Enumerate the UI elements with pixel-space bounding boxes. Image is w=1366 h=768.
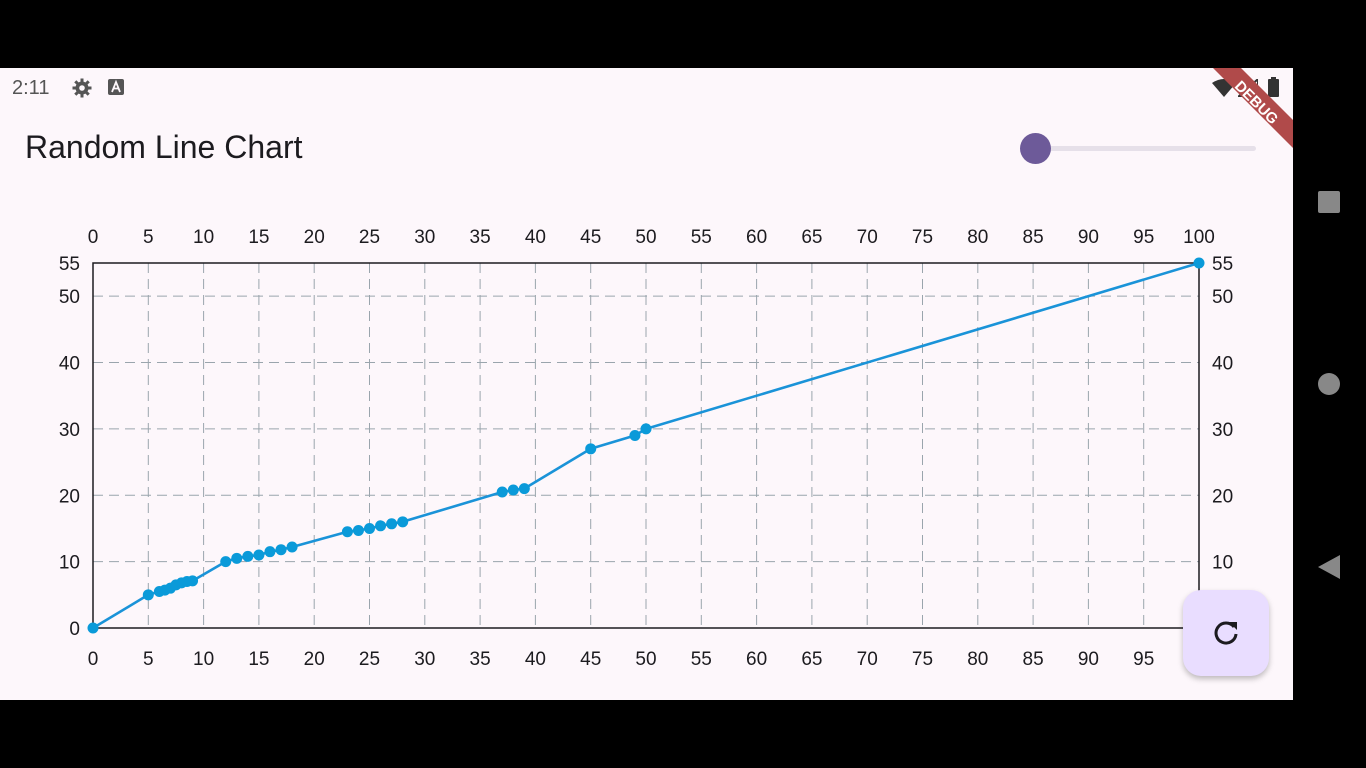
data-point	[264, 546, 276, 558]
data-point	[1193, 257, 1205, 269]
x-tick-label-top: 60	[746, 227, 767, 248]
x-tick-label-top: 80	[967, 227, 988, 248]
y-tick-label-right: 10	[1212, 553, 1233, 574]
x-tick-label-top: 0	[88, 227, 99, 248]
data-point	[518, 483, 530, 495]
x-tick-label-top: 75	[912, 227, 933, 248]
refresh-icon	[1214, 621, 1238, 645]
y-tick-label-right: 50	[1212, 287, 1233, 308]
back-triangle-icon	[1318, 555, 1340, 579]
data-point	[341, 526, 353, 538]
x-tick-label-bottom: 40	[525, 649, 546, 670]
x-tick-label-bottom: 15	[248, 649, 269, 670]
x-tick-label-top: 95	[1133, 227, 1154, 248]
x-tick-label-top: 30	[414, 227, 435, 248]
data-point	[496, 486, 508, 498]
y-tick-label-right: 20	[1212, 486, 1233, 507]
y-tick-label-left: 0	[69, 619, 80, 640]
data-point	[231, 552, 243, 564]
x-tick-label-bottom: 10	[193, 649, 214, 670]
x-tick-label-top: 25	[359, 227, 380, 248]
data-point	[286, 541, 298, 553]
x-tick-label-bottom: 80	[967, 649, 988, 670]
data-point	[629, 430, 641, 442]
data-point	[386, 518, 398, 530]
x-tick-label-bottom: 55	[691, 649, 712, 670]
x-tick-label-top: 35	[470, 227, 491, 248]
data-point	[275, 544, 287, 556]
x-tick-label-bottom: 30	[414, 649, 435, 670]
circle-icon	[1318, 373, 1340, 395]
data-point	[640, 423, 652, 435]
data-point	[507, 484, 519, 496]
x-tick-label-top: 85	[1023, 227, 1044, 248]
x-tick-label-bottom: 65	[801, 649, 822, 670]
data-point	[142, 589, 154, 601]
x-tick-label-bottom: 90	[1078, 649, 1099, 670]
y-tick-label-left: 55	[59, 254, 80, 275]
x-tick-label-bottom: 60	[746, 649, 767, 670]
y-tick-label-left: 50	[59, 287, 80, 308]
x-tick-label-bottom: 50	[635, 649, 656, 670]
x-tick-label-top: 45	[580, 227, 601, 248]
status-time: 2:11	[12, 77, 50, 99]
y-tick-label-left: 10	[59, 553, 80, 574]
x-tick-label-top: 55	[691, 227, 712, 248]
x-tick-label-bottom: 20	[304, 649, 325, 670]
keyboard-a-icon	[108, 79, 124, 100]
x-tick-label-top: 90	[1078, 227, 1099, 248]
x-tick-label-top: 5	[143, 227, 154, 248]
x-tick-label-bottom: 45	[580, 649, 601, 670]
x-tick-label-bottom: 0	[88, 649, 99, 670]
data-point	[397, 516, 409, 528]
data-point	[187, 575, 199, 587]
recents-square-button[interactable]	[1317, 190, 1341, 219]
data-point	[242, 550, 254, 562]
app-title: Random Line Chart	[25, 129, 303, 165]
value-slider[interactable]	[1020, 132, 1260, 164]
slider-track[interactable]	[1030, 146, 1256, 151]
square-icon	[1318, 191, 1340, 213]
x-tick-label-top: 40	[525, 227, 546, 248]
app-screen: 2:11	[0, 68, 1293, 700]
x-tick-label-bottom: 35	[470, 649, 491, 670]
data-point	[253, 549, 265, 561]
y-tick-label-right: 40	[1212, 354, 1233, 375]
x-tick-label-bottom: 85	[1023, 649, 1044, 670]
y-tick-label-left: 30	[59, 420, 80, 441]
data-point	[364, 522, 375, 534]
x-tick-label-top: 20	[304, 227, 325, 248]
x-tick-label-bottom: 25	[359, 649, 380, 670]
x-tick-label-top: 100	[1183, 227, 1215, 248]
y-tick-label-right: 30	[1212, 420, 1233, 441]
data-point	[87, 622, 99, 634]
data-point	[352, 524, 364, 536]
y-tick-label-right: 55	[1212, 254, 1233, 275]
x-tick-label-bottom: 70	[857, 649, 878, 670]
x-tick-label-bottom: 5	[143, 649, 154, 670]
chart-border	[92, 262, 1200, 629]
battery-icon	[1268, 77, 1279, 102]
x-tick-label-bottom: 95	[1133, 649, 1154, 670]
y-tick-label-left: 20	[59, 486, 80, 507]
settings-gear-icon	[72, 78, 92, 103]
y-tick-label-left: 40	[59, 354, 80, 375]
x-tick-label-bottom: 75	[912, 649, 933, 670]
x-tick-label-top: 70	[857, 227, 878, 248]
line-chart: 0 5 10 15 20 25 30 35 40 45 50 55 60 65 70 75 80 85 90 95 10…	[59, 227, 1233, 670]
x-tick-label-top: 65	[801, 227, 822, 248]
x-tick-label-top: 50	[635, 227, 656, 248]
x-tick-label-top: 15	[248, 227, 269, 248]
data-point	[220, 556, 232, 568]
slider-thumb[interactable]	[1020, 133, 1051, 164]
back-triangle-button[interactable]	[1317, 554, 1341, 585]
data-point	[585, 443, 597, 455]
home-circle-button[interactable]	[1317, 372, 1341, 401]
x-tick-label-top: 10	[193, 227, 214, 248]
system-nav-bar	[1293, 68, 1366, 700]
debug-banner: DEBUG	[1203, 68, 1293, 158]
refresh-button[interactable]	[1183, 590, 1269, 676]
data-point	[375, 520, 387, 532]
